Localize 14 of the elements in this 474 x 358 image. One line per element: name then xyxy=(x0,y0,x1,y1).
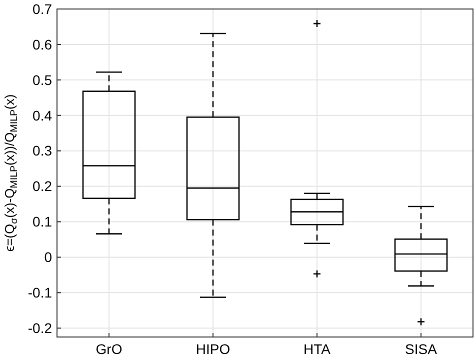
y-tick-label: -0.1 xyxy=(28,284,52,301)
x-tick-label: GrO xyxy=(96,341,122,357)
y-tick-label: 0.3 xyxy=(32,142,52,159)
x-tick-label: HIPO xyxy=(196,341,230,357)
x-tick-label: HTA xyxy=(304,341,332,357)
y-tick-label: -0.2 xyxy=(28,320,52,336)
y-tick-label: 0.2 xyxy=(32,178,52,194)
y-tick-label: 0.5 xyxy=(32,72,52,88)
y-tick-label: 0 xyxy=(44,249,52,266)
y-tick-label: 0.7 xyxy=(32,0,52,17)
x-tick-label: SISA xyxy=(405,341,438,357)
y-tick-label: 0.4 xyxy=(32,107,52,124)
y-tick-label: 0.1 xyxy=(32,214,52,230)
y-tick-label: 0.6 xyxy=(32,36,52,52)
